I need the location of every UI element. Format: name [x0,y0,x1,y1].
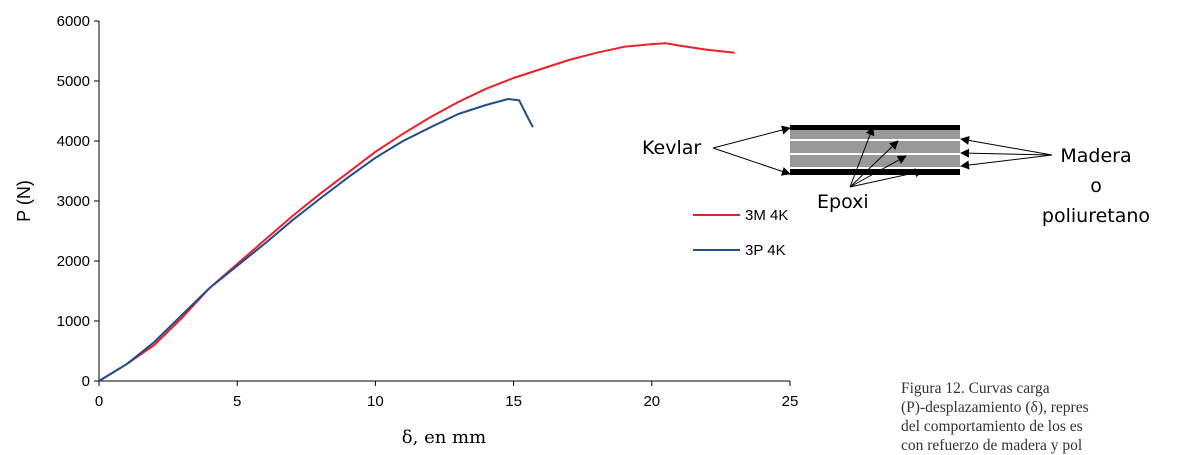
caption-line-1: Figura 12. Curvas carga [901,380,1050,397]
epoxi-arrow-3 [849,155,907,188]
y-tick-label: 4000 [57,133,90,150]
kevlar-label: Kevlar [642,137,701,159]
y-tick-label: 6000 [57,13,90,30]
kevlar-layer-bottom [790,169,960,175]
epoxi-arrow-1 [849,126,875,188]
madera-arrow-1 [960,135,1053,156]
core-layer-1 [790,130,960,139]
caption-line-3: del comportamiento de los es [901,418,1083,435]
x-tick-label: 0 [95,393,103,410]
series-line-3p-4k [98,98,534,382]
kevlar-arrow-bottom [712,147,791,176]
epoxi-layer-1 [790,139,960,141]
madera-arrow-2 [960,148,1053,158]
x-tick-label: 15 [505,393,522,410]
laminate-diagram: Kevlar Epoxi Madera o poliuretano [642,125,1150,227]
caption-line-4: con refuerzo de madera y pol [901,437,1083,454]
epoxi-label: Epoxi [817,191,869,213]
core-layer-3 [790,155,960,167]
kevlar-arrow-top [712,125,791,149]
epoxi-arrow-2 [849,140,899,188]
x-tick-label: 10 [367,393,384,410]
kevlar-layer-top [790,125,960,130]
epoxi-layer-2 [790,153,960,155]
legend: 3M 4K 3P 4K [693,207,788,259]
y-tick-label: 5000 [57,73,90,90]
o-label: o [1090,175,1102,197]
x-tick-label: 25 [782,393,799,410]
y-tick-label: 2000 [57,253,90,270]
x-tick-label: 5 [233,393,241,410]
y-axis-label: P (N) [14,180,34,222]
y-tick-label: 0 [82,373,90,390]
madera-label: Madera [1060,145,1131,167]
x-axis-label: δ, en mm [402,427,486,448]
epoxi-layer-3 [790,167,960,169]
series-line-3m-4k [98,42,735,382]
y-tick-label: 1000 [57,313,90,330]
y-tick-label: 3000 [57,193,90,210]
caption-line-2: (P)-desplazamiento (δ), repres [901,399,1089,416]
x-tick-label: 20 [643,393,660,410]
madera-arrow-3 [960,154,1053,170]
legend-label-3m-4k: 3M 4K [745,207,788,224]
poliuretano-label: poliuretano [1042,205,1150,227]
epoxi-arrow-4 [849,168,924,188]
legend-label-3p-4k: 3P 4K [745,242,786,259]
core-layer-2 [790,141,960,153]
figure-caption: Figura 12. Curvas carga (P)-desplazamien… [901,379,1180,455]
